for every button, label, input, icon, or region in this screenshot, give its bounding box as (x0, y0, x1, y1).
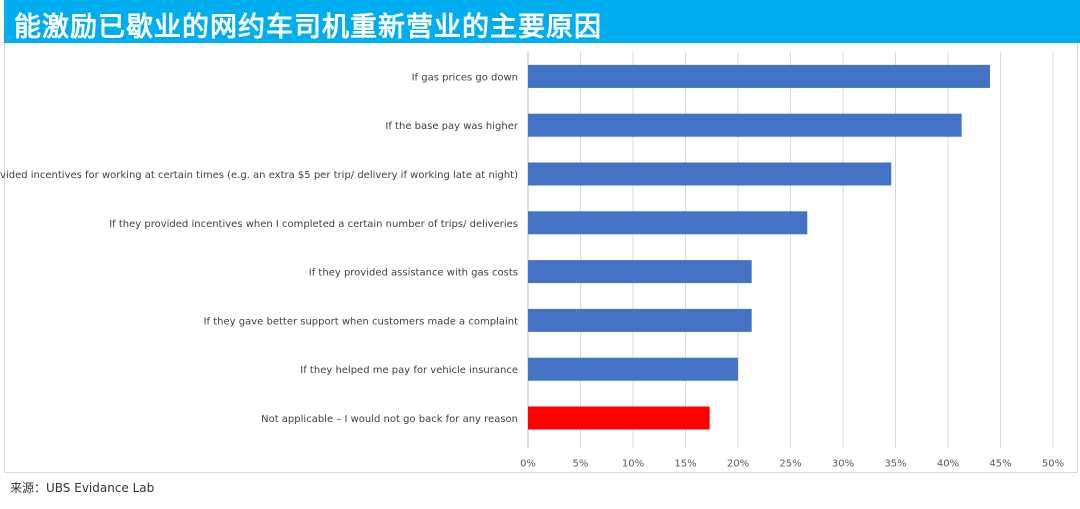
category-label: Not applicable – I would not go back for… (261, 414, 518, 425)
x-tick-label: 20% (727, 458, 749, 469)
x-tick-label: 40% (937, 458, 959, 469)
category-label: f they provided incentives for working a… (0, 170, 518, 181)
category-label: If they gave better support when custome… (204, 316, 518, 327)
chart-area (4, 43, 1078, 473)
category-label: If they provided incentives when I compl… (109, 219, 518, 230)
x-tick-label: 0% (520, 458, 536, 469)
x-tick-label: 10% (622, 458, 644, 469)
x-tick-label: 15% (674, 458, 696, 469)
x-tick-label: 30% (832, 458, 854, 469)
source-note: 来源：UBS Evidance Lab (10, 481, 155, 495)
bar (528, 162, 892, 186)
category-label: If they provided assistance with gas cos… (309, 268, 518, 279)
x-tick-label: 35% (884, 458, 906, 469)
title-bar: 能激励已歇业的网约车司机重新营业的主要原因 (4, 0, 1080, 43)
x-tick-label: 25% (779, 458, 801, 469)
x-tick-label: 45% (989, 458, 1011, 469)
bar-chart: 0% 5% 10% 15% 20% 25% 30% 35% 40% 45% 50% If gas pr… (0, 52, 1064, 469)
x-tick-label: 50% (1042, 458, 1064, 469)
category-label: If they helped me pay for vehicle insura… (300, 365, 518, 376)
bar (528, 308, 752, 332)
bar (528, 64, 990, 88)
category-label: If the base pay was higher (385, 121, 518, 132)
chart-title: 能激励已歇业的网约车司机重新营业的主要原因 (14, 12, 602, 43)
x-tick-label: 5% (573, 458, 589, 469)
bar (528, 357, 738, 381)
bar (528, 211, 808, 235)
bar (528, 113, 962, 137)
bar-highlight (528, 406, 710, 430)
bar (528, 260, 752, 284)
category-label: If gas prices go down (412, 72, 518, 83)
